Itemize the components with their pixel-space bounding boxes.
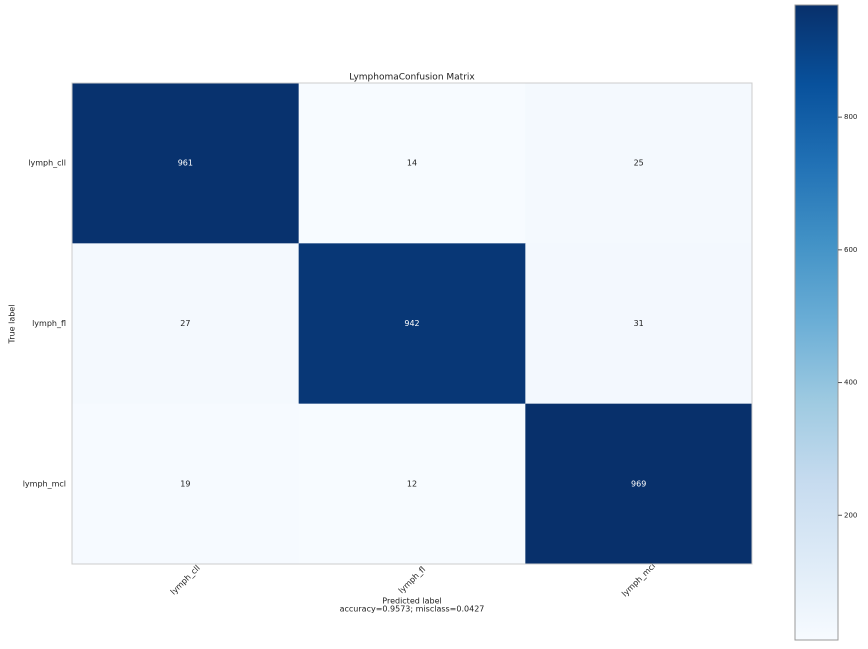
cell [72,243,300,405]
cell [525,83,753,244]
x-tick-label: lymph_fl [397,565,427,595]
cell-label: 961 [178,159,193,168]
cell-label: 27 [180,319,190,328]
cell [72,83,300,244]
y-tick-label: lymph_cll [28,159,66,168]
x-tick-label: lymph_cll [169,563,202,596]
chart-title: LymphomaConfusion Matrix [349,73,475,83]
x-tick-label: lymph_mcl [620,562,657,599]
y-axis-label: True label [8,305,17,345]
cell [298,243,526,405]
cell-label: 25 [634,159,644,168]
cell [298,83,526,244]
colorbar-tick-label: 800 [844,113,857,121]
colorbar-tick-label: 400 [844,379,857,387]
cell [525,403,753,565]
colorbar-tick-label: 600 [844,246,857,254]
cell [525,243,753,405]
colorbar [794,4,839,641]
cell-label: 19 [180,479,190,488]
x-axis-subtitle: accuracy=0.9573; misclass=0.0427 [340,605,485,614]
x-axis-label: Predicted label [382,597,441,606]
colorbar-tick-label: 200 [844,511,857,519]
cell-label: 14 [407,159,417,168]
y-tick-label: lymph_fl [32,319,66,328]
cell [298,403,526,565]
cell-label: 942 [404,319,419,328]
cell-label: 12 [407,479,417,488]
y-tick-label: lymph_mcl [23,479,66,488]
cell [72,403,300,565]
cell-label: 969 [631,479,646,488]
cell-label: 31 [634,319,644,328]
plot-frame [71,82,753,565]
